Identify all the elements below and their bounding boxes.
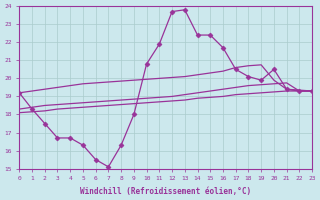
X-axis label: Windchill (Refroidissement éolien,°C): Windchill (Refroidissement éolien,°C) [80,187,251,196]
